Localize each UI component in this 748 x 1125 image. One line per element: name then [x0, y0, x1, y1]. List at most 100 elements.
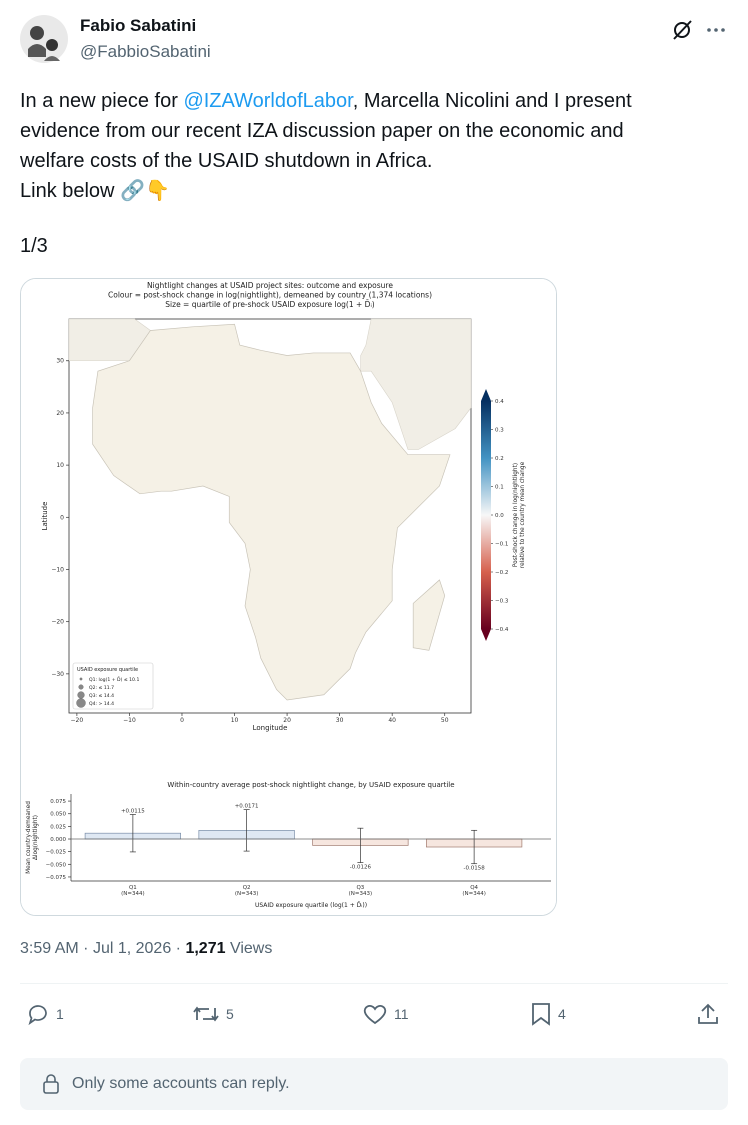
colorbar-tick-label: 0.4 — [495, 399, 504, 405]
y-tick-label: −0.025 — [46, 850, 67, 856]
text-line: In a new piece for @IZAWorldofLabor, Mar… — [20, 86, 632, 116]
colorbar-extend — [481, 389, 491, 401]
value-label: -0.0158 — [464, 866, 486, 872]
date[interactable]: Jul 1, 2026 — [92, 940, 172, 957]
x-tick-label: 30 — [336, 717, 344, 724]
colorbar-tick-label: 0.0 — [495, 513, 504, 519]
x-tick-label: 10 — [231, 717, 239, 724]
y-tick-label: −20 — [51, 619, 64, 626]
chart-title: Colour = post-shock change in log(nightl… — [108, 291, 432, 300]
like-count: 11 — [394, 1006, 409, 1022]
text: , Marcella Nicolini and I present — [352, 90, 632, 112]
bookmark-button[interactable]: 4 — [530, 1002, 566, 1026]
x-axis-label: Longitude — [253, 724, 288, 732]
colorbar-tick-label: 0.3 — [495, 428, 504, 434]
avatar[interactable] — [20, 15, 68, 63]
separator: · — [83, 940, 89, 957]
like-icon — [363, 1004, 387, 1025]
colorbar-tick-label: −0.2 — [495, 570, 508, 576]
text: In a new piece for — [20, 90, 184, 112]
y-tick-label: 0.075 — [50, 799, 66, 805]
y-axis-label: Mean country-demeaned — [26, 801, 32, 874]
repost-icon — [193, 1006, 219, 1022]
text-line: welfare costs of the USAID shutdown in A… — [20, 150, 433, 172]
y-tick-label: −30 — [51, 671, 64, 678]
repost-count: 5 — [226, 1006, 234, 1022]
value-label: -0.0126 — [350, 865, 372, 871]
legend-box — [72, 662, 154, 710]
chart-title: Within-country average post-shock nightl… — [167, 781, 454, 789]
y-tick-label: 0 — [60, 514, 64, 521]
x-tick-label: 0 — [180, 717, 184, 724]
legend-entry: Q3: ≤ 14.4 — [89, 693, 114, 699]
separator: · — [175, 940, 181, 957]
chart-title: Nightlight changes at USAID project site… — [147, 281, 393, 290]
y-tick-label: 10 — [56, 462, 64, 469]
y-tick-label: −10 — [51, 566, 64, 573]
mention-link[interactable]: @IZAWorldofLabor — [183, 90, 353, 112]
reply-icon — [28, 1005, 47, 1026]
colorbar-tick-label: −0.3 — [495, 599, 509, 605]
x-tick-sublabel: (N=344) — [462, 891, 486, 897]
y-tick-label: 0.000 — [50, 837, 66, 843]
reply-count: 1 — [56, 1006, 64, 1022]
colorbar-tick-label: 0.1 — [495, 485, 504, 491]
share-button[interactable] — [696, 1002, 720, 1026]
legend-entry: Q1: log(1 + D̄) ≤ 10.1 — [89, 676, 139, 683]
x-tick-label: Q4 — [470, 885, 478, 891]
y-tick-label: −0.050 — [46, 862, 67, 868]
reply-button[interactable]: 1 — [26, 1002, 64, 1026]
y-tick-label: 20 — [56, 410, 64, 417]
colorbar — [481, 401, 491, 629]
legend-entry: Q2: ≤ 11.7 — [89, 685, 114, 691]
x-tick-label: −10 — [123, 717, 136, 724]
legend-entry: Q4: > 14.4 — [89, 701, 114, 707]
colorbar-tick-label: −0.4 — [495, 627, 509, 633]
africa — [92, 323, 451, 701]
x-tick-label: Q3 — [356, 885, 364, 891]
colorbar-tick-label: 0.2 — [495, 456, 504, 462]
x-tick-label: 40 — [388, 717, 396, 724]
madagascar — [412, 579, 446, 651]
x-tick-sublabel: (N=343) — [235, 891, 259, 897]
bookmark-count: 4 — [558, 1006, 566, 1022]
timestamp: 3:59 AM · Jul 1, 2026 · 1,271 Views — [20, 940, 272, 958]
colorbar-label: Post-shock change in log(nightlight) — [513, 463, 519, 567]
value-label: +0.0171 — [235, 804, 259, 810]
y-tick-label: 30 — [56, 358, 64, 365]
repost-button[interactable]: 5 — [192, 1002, 234, 1026]
thread-index: 1/3 — [20, 235, 48, 257]
y-tick-label: 0.025 — [50, 824, 66, 830]
y-axis-label: Δlog(nightlight) — [33, 815, 39, 860]
y-tick-label: −0.075 — [46, 875, 67, 881]
divider — [20, 983, 728, 984]
text-line: Link below 🔗👇 — [20, 180, 170, 202]
x-tick-label: 20 — [283, 717, 291, 724]
media[interactable]: Nightlight changes at USAID project site… — [20, 278, 557, 916]
time[interactable]: 3:59 AM — [20, 940, 79, 957]
like-button[interactable]: 11 — [362, 1002, 409, 1026]
y-axis-label: Latitude — [41, 502, 49, 531]
figure: Nightlight changes at USAID project site… — [21, 279, 556, 915]
author-name[interactable]: Fabio Sabatini — [80, 16, 197, 35]
x-tick-label: Q1 — [129, 885, 137, 891]
x-tick-label: 50 — [441, 717, 449, 724]
value-label: +0.0115 — [121, 808, 145, 814]
legend-title: USAID exposure quartile — [77, 667, 138, 673]
x-tick-label: Q2 — [243, 885, 251, 891]
legend-marker — [78, 684, 84, 690]
bookmark-icon — [532, 1003, 550, 1026]
colorbar-tick-label: −0.1 — [495, 542, 508, 548]
x-tick-label: −20 — [71, 717, 84, 724]
more-icon[interactable] — [704, 18, 728, 42]
reply-restriction-text: Only some accounts can reply. — [72, 1075, 290, 1092]
x-axis-label: USAID exposure quartile (log(1 + D̄ᵢ)) — [255, 902, 367, 909]
view-count: 1,271 — [185, 940, 226, 957]
x-tick-sublabel: (N=344) — [121, 891, 145, 897]
grok-icon[interactable] — [670, 18, 694, 42]
chart-title: Size = quartile of pre-shock USAID expos… — [165, 300, 374, 309]
text-line: evidence from our recent IZA discussion … — [20, 120, 624, 142]
author-handle[interactable]: @FabbioSabatini — [80, 42, 211, 61]
lock-icon — [43, 1074, 59, 1094]
